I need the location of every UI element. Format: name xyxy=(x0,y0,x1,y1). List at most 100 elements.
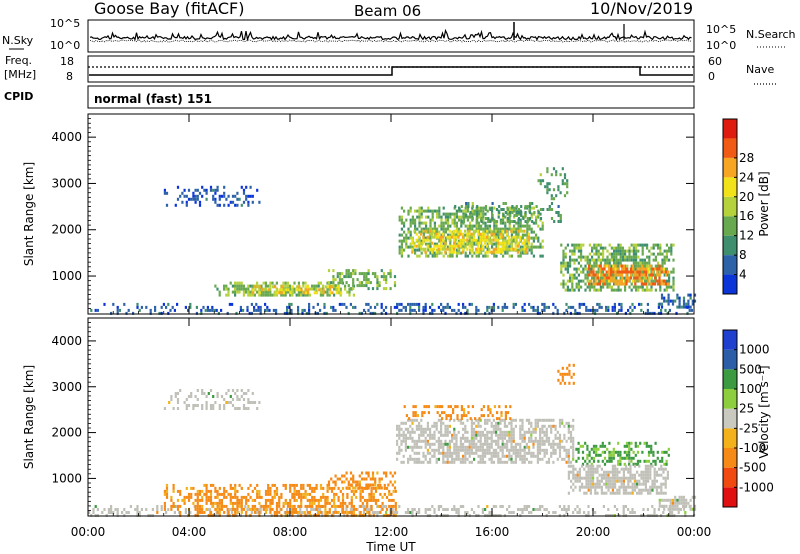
velocity-cell xyxy=(585,476,588,480)
velocity-cell xyxy=(352,486,355,490)
power-cell xyxy=(519,238,522,242)
velocity-cell xyxy=(286,510,290,514)
velocity-cell xyxy=(543,433,546,437)
velocity-cell xyxy=(581,450,585,454)
power-cell xyxy=(566,182,569,186)
velocity-cell xyxy=(312,508,315,511)
velocity-cell xyxy=(326,486,329,490)
power-cell xyxy=(477,232,480,236)
velocity-cell xyxy=(114,508,117,511)
power-cell xyxy=(573,288,576,292)
velocity-cell xyxy=(407,445,410,449)
velocity-cell xyxy=(412,414,415,418)
velocity-cell xyxy=(539,433,542,437)
velocity-cell xyxy=(205,395,208,398)
velocity-cell xyxy=(209,510,213,514)
power-cell xyxy=(646,308,649,312)
power-cell xyxy=(486,238,489,242)
velocity-cell xyxy=(586,453,589,457)
power-cell xyxy=(262,293,265,297)
power-cell xyxy=(400,218,403,222)
power-cell xyxy=(613,252,616,256)
velocity-cell xyxy=(413,508,416,511)
velocity-cell xyxy=(293,489,296,493)
power-cell xyxy=(526,236,529,240)
velocity-cell xyxy=(220,504,224,508)
power-cell xyxy=(510,236,513,240)
power-cell xyxy=(426,235,429,239)
velocity-cell xyxy=(326,501,329,505)
power-cell xyxy=(448,235,451,239)
power-cell xyxy=(436,242,439,246)
power-cell xyxy=(602,249,605,253)
power-cell xyxy=(480,245,483,249)
power-cell xyxy=(306,293,309,297)
velocity-cell xyxy=(631,511,634,514)
velocity-cell xyxy=(172,486,175,490)
velocity-cell xyxy=(156,505,159,508)
power-cell xyxy=(418,215,421,219)
velocity-cell xyxy=(658,501,661,505)
velocity-cell xyxy=(297,495,301,499)
power-cell xyxy=(271,281,274,285)
power-cell xyxy=(196,194,199,198)
velocity-cell xyxy=(662,491,665,495)
velocity-cell xyxy=(165,492,169,496)
velocity-cell xyxy=(313,495,316,499)
power-cell xyxy=(345,281,348,285)
velocity-cell xyxy=(264,501,268,505)
power-cell xyxy=(659,249,662,253)
velocity-cell xyxy=(563,457,566,461)
power-cell xyxy=(645,282,648,286)
power-cell xyxy=(165,191,169,195)
velocity-cell xyxy=(216,492,219,496)
velocity-cell xyxy=(361,489,364,493)
power-cell xyxy=(506,227,509,231)
power-cell xyxy=(247,290,250,294)
power-cell xyxy=(667,282,670,286)
velocity-cell xyxy=(523,451,526,455)
power-cell xyxy=(290,311,293,315)
power-cell xyxy=(532,221,535,225)
power-cell xyxy=(484,230,487,234)
velocity-cell xyxy=(304,513,307,517)
velocity-cell xyxy=(470,421,473,425)
velocity-cell xyxy=(227,513,230,517)
power-cell xyxy=(329,285,332,289)
velocity-cell xyxy=(594,482,597,486)
power-cell xyxy=(536,311,539,315)
velocity-cell xyxy=(545,439,548,443)
velocity-cell xyxy=(652,453,655,457)
velocity-cell xyxy=(311,489,314,493)
power-cell xyxy=(275,311,278,315)
power-cell xyxy=(665,285,668,289)
power-cell xyxy=(561,167,564,171)
velocity-cell xyxy=(322,504,325,508)
velocity-cell xyxy=(674,495,677,499)
velocity-cell xyxy=(563,424,566,428)
velocity-cell xyxy=(514,460,517,464)
power-cell xyxy=(459,241,462,245)
velocity-cell xyxy=(669,507,672,511)
velocity-cell xyxy=(625,491,628,495)
velocity-cell xyxy=(413,457,416,461)
power-cell xyxy=(588,288,591,292)
velocity-cell xyxy=(481,448,484,452)
power-cell xyxy=(586,258,589,262)
velocity-cell xyxy=(662,482,665,486)
velocity-cell xyxy=(259,511,262,514)
power-cell xyxy=(590,279,593,283)
power-cell xyxy=(322,288,325,292)
velocity-cell xyxy=(512,445,515,449)
power-cell xyxy=(532,212,535,216)
power-cell xyxy=(218,197,221,201)
velocity-cell xyxy=(595,444,598,448)
power-cell xyxy=(492,308,495,312)
velocity-cell xyxy=(452,408,455,412)
velocity-cell xyxy=(486,445,489,449)
power-cell xyxy=(282,291,286,295)
power-cell xyxy=(425,254,428,258)
velocity-cell xyxy=(618,485,621,489)
power-cell xyxy=(457,244,460,248)
power-cell xyxy=(318,288,321,292)
